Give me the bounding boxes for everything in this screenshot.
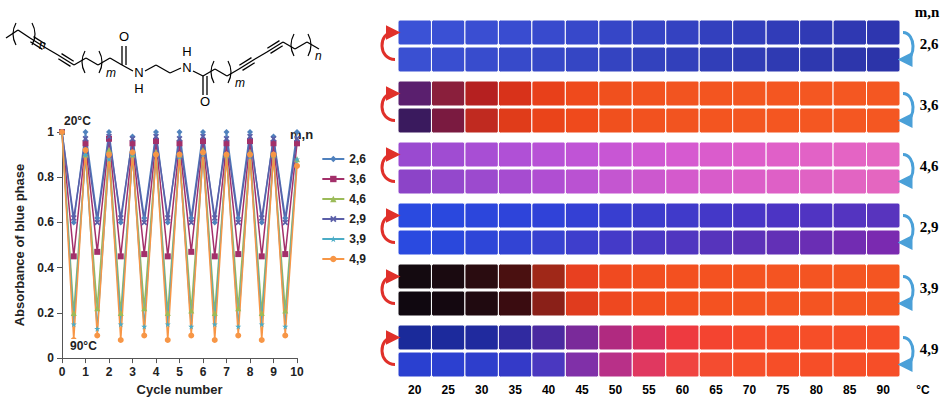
svg-text:20°C: 20°C (64, 114, 91, 128)
svg-text:90°C: 90°C (70, 339, 97, 353)
svg-text:H: H (134, 81, 143, 96)
svg-text:35: 35 (508, 383, 522, 397)
svg-text:6: 6 (200, 365, 207, 379)
svg-text:2,9: 2,9 (349, 212, 366, 226)
svg-text:3,6: 3,6 (920, 97, 939, 113)
svg-text:75: 75 (776, 383, 790, 397)
svg-text:3,9: 3,9 (920, 280, 939, 296)
svg-text:60: 60 (676, 383, 690, 397)
svg-text:30: 30 (475, 383, 489, 397)
svg-text:70: 70 (743, 383, 757, 397)
svg-text:2,6: 2,6 (349, 152, 366, 166)
svg-text:N: N (182, 60, 191, 75)
svg-text:3,9: 3,9 (349, 232, 366, 246)
svg-text:Cycle number: Cycle number (137, 382, 223, 397)
svg-text:80: 80 (810, 383, 824, 397)
svg-text:25: 25 (442, 383, 456, 397)
svg-text:4,9: 4,9 (349, 252, 366, 266)
svg-text:9: 9 (270, 365, 277, 379)
svg-text:0: 0 (47, 351, 54, 365)
svg-text:0: 0 (59, 365, 66, 379)
svg-text:3,6: 3,6 (349, 172, 366, 186)
svg-text:0.2: 0.2 (37, 306, 54, 320)
svg-text:85: 85 (843, 383, 857, 397)
svg-text:Absorbance of blue phase: Absorbance of blue phase (12, 164, 27, 327)
svg-text:5: 5 (176, 365, 183, 379)
svg-text:1: 1 (47, 125, 54, 139)
svg-text:50: 50 (609, 383, 623, 397)
svg-text:m,n: m,n (290, 127, 313, 142)
svg-text:m: m (106, 66, 116, 80)
svg-text:O: O (119, 29, 129, 44)
svg-text:2,9: 2,9 (920, 219, 939, 235)
svg-text:m: m (235, 76, 245, 90)
svg-text:3: 3 (129, 365, 136, 379)
svg-text:90: 90 (877, 383, 891, 397)
svg-text:45: 45 (575, 383, 589, 397)
svg-text:2,6: 2,6 (920, 36, 939, 52)
svg-text:0.4: 0.4 (37, 261, 54, 275)
svg-text:20: 20 (408, 383, 422, 397)
svg-text:40: 40 (542, 383, 556, 397)
svg-text:n: n (39, 38, 46, 53)
svg-text:10: 10 (290, 365, 304, 379)
svg-text:7: 7 (223, 365, 230, 379)
svg-text:m,n: m,n (915, 4, 940, 20)
svg-text:0.6: 0.6 (37, 215, 54, 229)
svg-text:O: O (200, 94, 210, 109)
svg-text:65: 65 (709, 383, 723, 397)
svg-text:H: H (182, 44, 191, 59)
svg-text:55: 55 (642, 383, 656, 397)
svg-text:n: n (315, 49, 322, 63)
svg-text:4: 4 (153, 365, 160, 379)
svg-text:0.8: 0.8 (37, 170, 54, 184)
svg-text:4,6: 4,6 (349, 192, 366, 206)
svg-text:4,6: 4,6 (920, 158, 939, 174)
svg-text:4,9: 4,9 (920, 341, 939, 357)
svg-text:8: 8 (247, 365, 254, 379)
svg-text:1: 1 (82, 365, 89, 379)
svg-text:N: N (134, 65, 143, 80)
svg-text:2: 2 (106, 365, 113, 379)
svg-text:°C: °C (916, 383, 930, 397)
